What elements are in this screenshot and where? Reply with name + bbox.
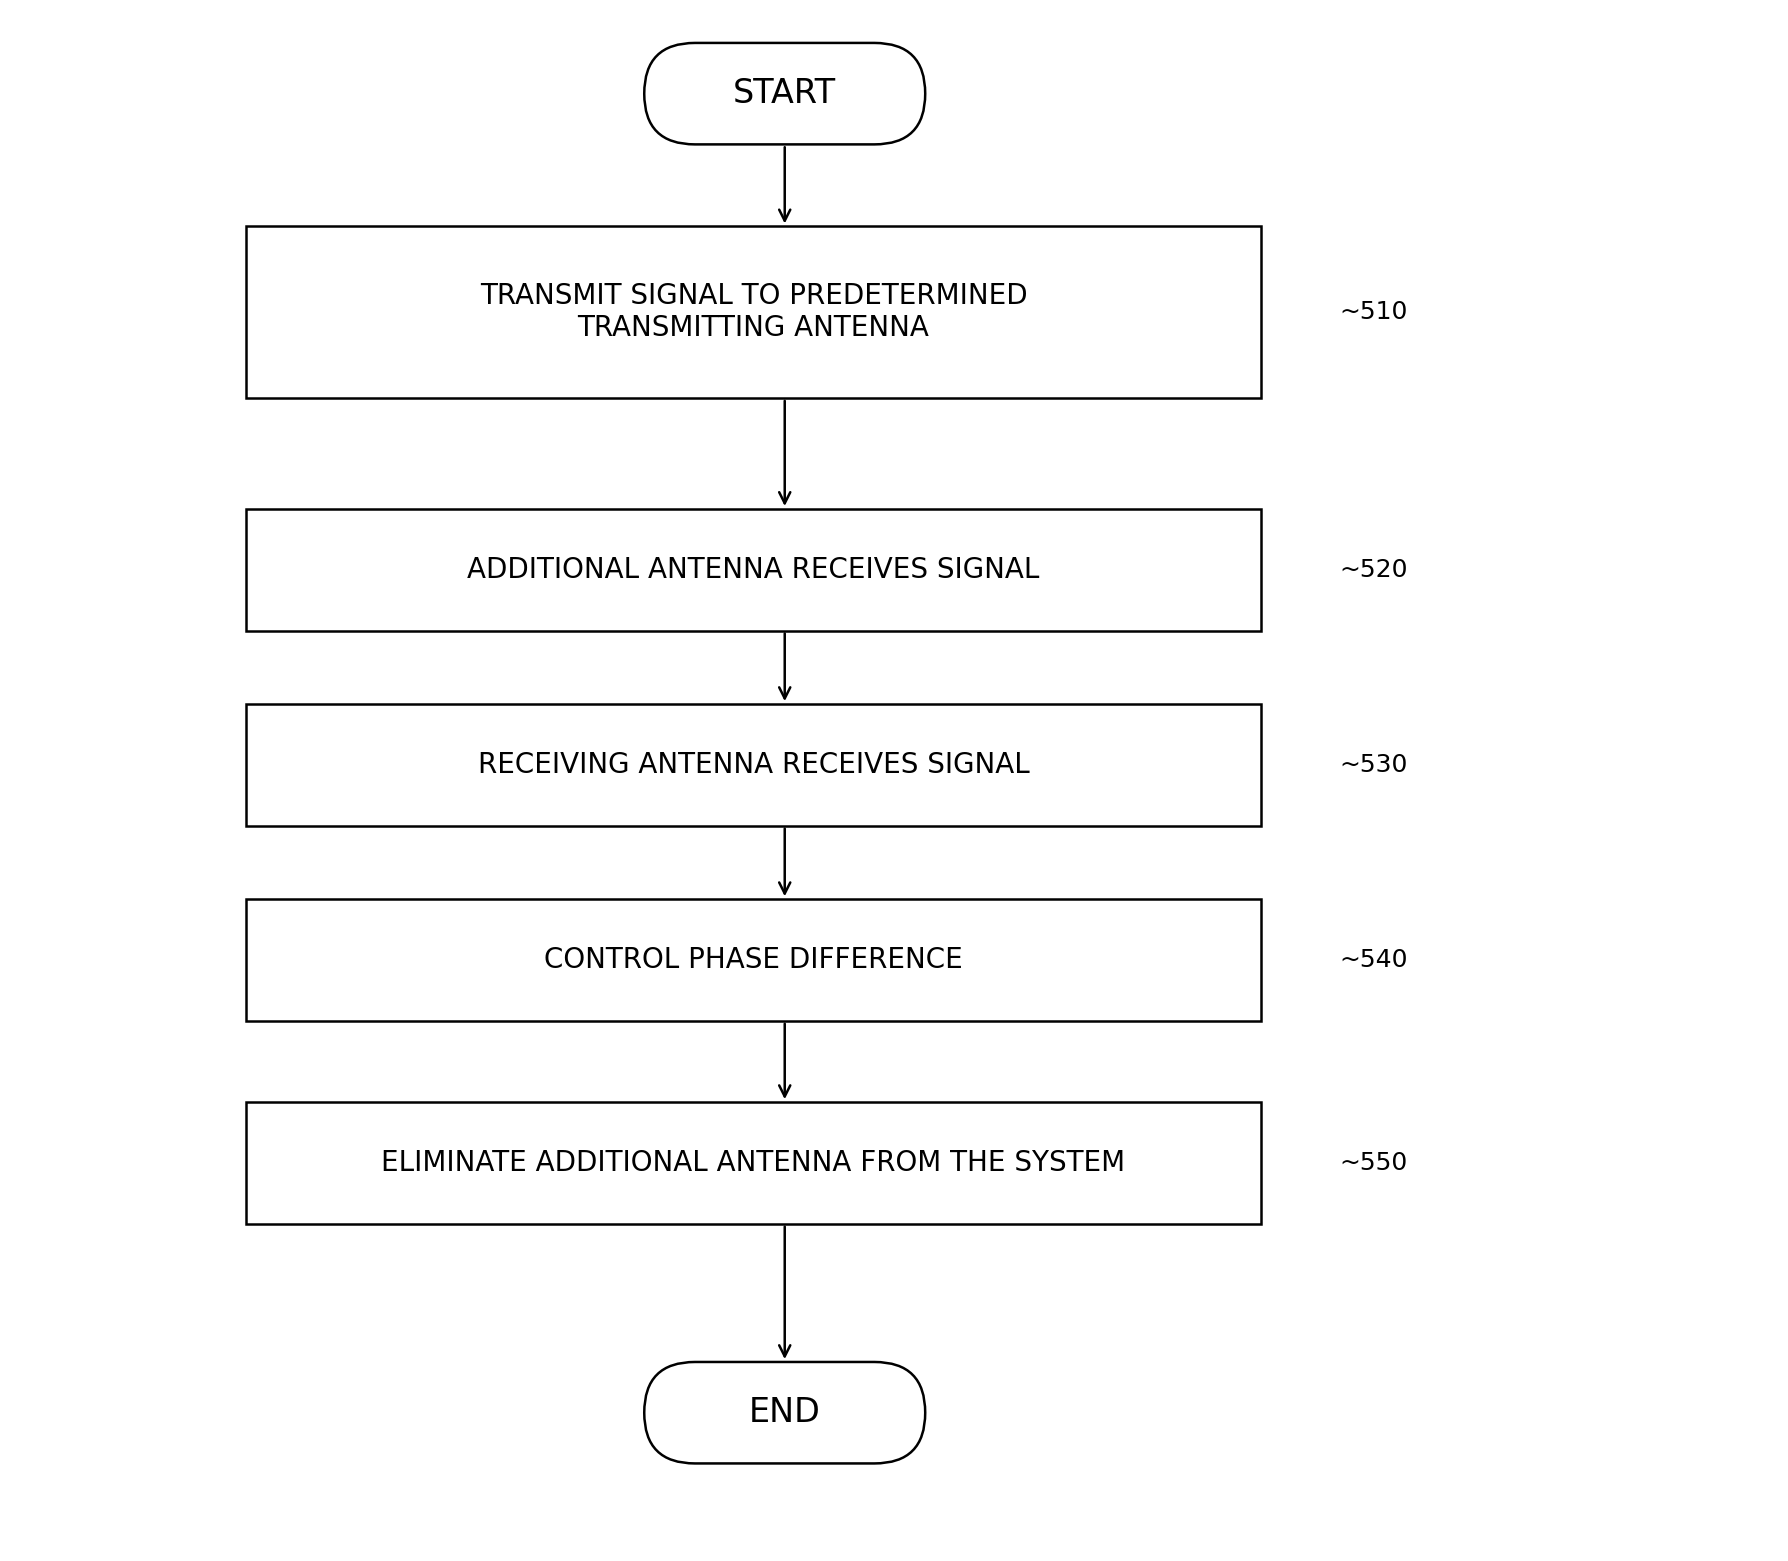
- Text: ~510: ~510: [1339, 300, 1407, 325]
- Text: ~520: ~520: [1339, 557, 1407, 582]
- Text: ~550: ~550: [1339, 1150, 1407, 1175]
- FancyBboxPatch shape: [644, 44, 924, 145]
- Text: RECEIVING ANTENNA RECEIVES SIGNAL: RECEIVING ANTENNA RECEIVES SIGNAL: [477, 751, 1030, 779]
- Text: CONTROL PHASE DIFFERENCE: CONTROL PHASE DIFFERENCE: [544, 946, 964, 974]
- Bar: [247, 899, 1261, 1021]
- Text: END: END: [749, 1396, 821, 1430]
- FancyBboxPatch shape: [644, 1361, 924, 1464]
- Bar: [247, 1102, 1261, 1224]
- Bar: [247, 704, 1261, 826]
- Bar: [247, 226, 1261, 398]
- Text: ~530: ~530: [1339, 752, 1407, 777]
- Text: ELIMINATE ADDITIONAL ANTENNA FROM THE SYSTEM: ELIMINATE ADDITIONAL ANTENNA FROM THE SY…: [381, 1149, 1126, 1177]
- Text: ~540: ~540: [1339, 948, 1407, 973]
- Text: TRANSMIT SIGNAL TO PREDETERMINED
TRANSMITTING ANTENNA: TRANSMIT SIGNAL TO PREDETERMINED TRANSMI…: [479, 283, 1028, 342]
- Text: ADDITIONAL ANTENNA RECEIVES SIGNAL: ADDITIONAL ANTENNA RECEIVES SIGNAL: [467, 556, 1039, 584]
- Text: START: START: [733, 76, 837, 111]
- Bar: [247, 509, 1261, 631]
